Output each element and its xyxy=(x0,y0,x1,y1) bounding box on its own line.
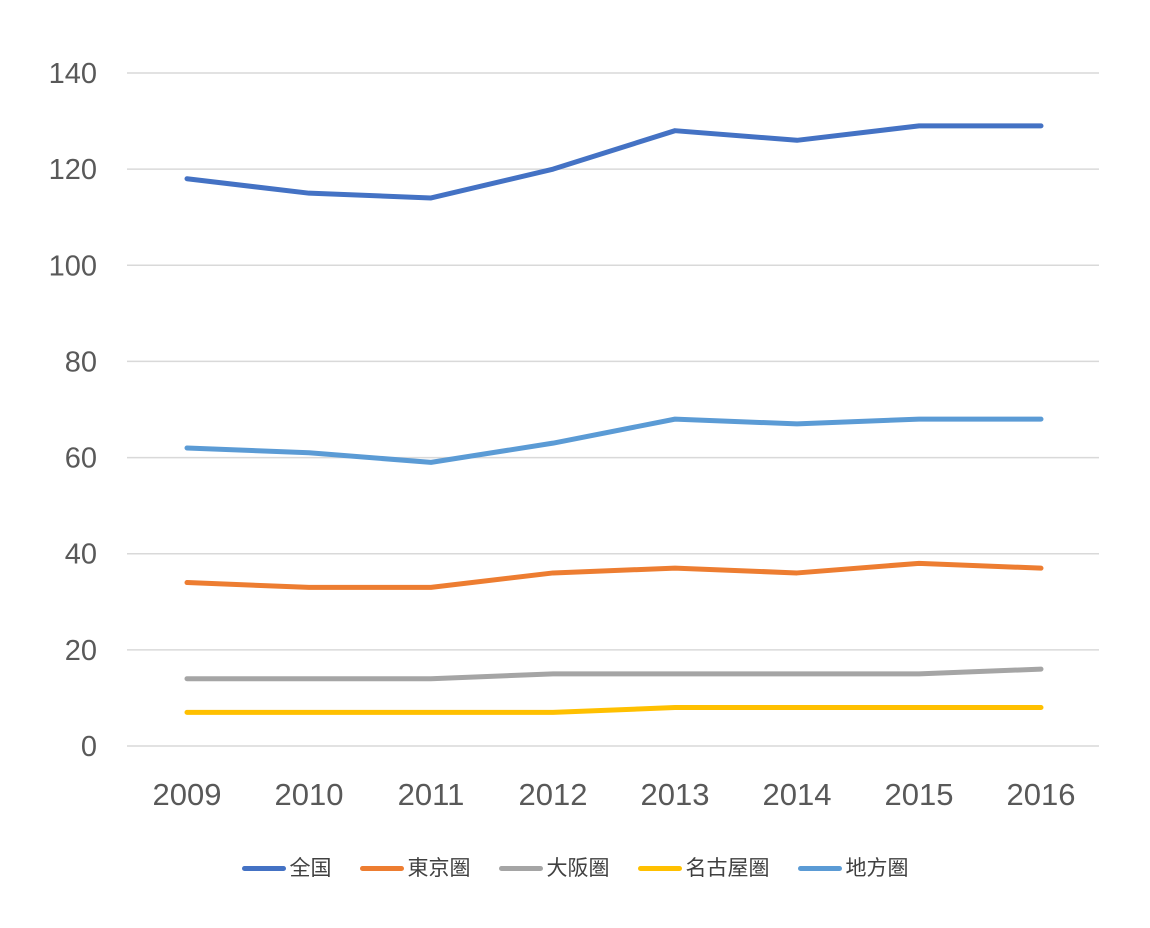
x-axis-tick-label: 2016 xyxy=(1007,777,1076,812)
y-axis-tick-label: 120 xyxy=(49,154,97,186)
legend-line-swatch xyxy=(637,866,682,871)
chart-legend: 全国 東京圏 大阪圏 名古屋圏 地方圏 xyxy=(0,858,1150,879)
legend-item-1: 東京圏 xyxy=(359,857,471,880)
legend-item-0: 全国 xyxy=(241,857,332,880)
y-axis-tick-label: 140 xyxy=(49,58,97,90)
x-axis-tick-label: 2009 xyxy=(153,777,222,812)
legend-label: 東京圏 xyxy=(407,857,471,880)
series-line-0 xyxy=(184,123,1044,201)
legend-line-swatch xyxy=(498,866,543,871)
series-line-3 xyxy=(184,705,1044,715)
legend-label: 地方圏 xyxy=(845,857,909,880)
y-axis-tick-label: 80 xyxy=(65,346,97,378)
series-line-4 xyxy=(184,416,1044,465)
x-axis-tick-label: 2014 xyxy=(763,777,832,812)
legend-item-2: 大阪圏 xyxy=(498,857,610,880)
x-axis-tick-label: 2010 xyxy=(275,777,344,812)
series-line-2 xyxy=(184,666,1044,682)
legend-label: 大阪圏 xyxy=(546,857,610,880)
y-axis-tick-label: 100 xyxy=(49,250,97,282)
x-axis-tick-label: 2013 xyxy=(641,777,710,812)
legend-line-swatch xyxy=(241,866,286,871)
y-axis-tick-label: 40 xyxy=(65,539,97,571)
y-axis-tick-label: 0 xyxy=(81,731,97,763)
x-axis-tick-label: 2011 xyxy=(398,777,465,812)
legend-label: 名古屋圏 xyxy=(685,857,770,880)
series-line-1 xyxy=(184,560,1044,590)
y-axis-tick-label: 60 xyxy=(65,443,97,475)
legend-item-4: 地方圏 xyxy=(797,857,909,880)
legend-label: 全国 xyxy=(289,857,332,880)
x-axis-tick-label: 2012 xyxy=(519,777,588,812)
x-axis-tick-label: 2015 xyxy=(885,777,954,812)
legend-item-3: 名古屋圏 xyxy=(637,857,770,880)
legend-line-swatch xyxy=(797,866,842,871)
legend-line-swatch xyxy=(359,866,404,871)
y-axis-tick-label: 20 xyxy=(65,635,97,667)
